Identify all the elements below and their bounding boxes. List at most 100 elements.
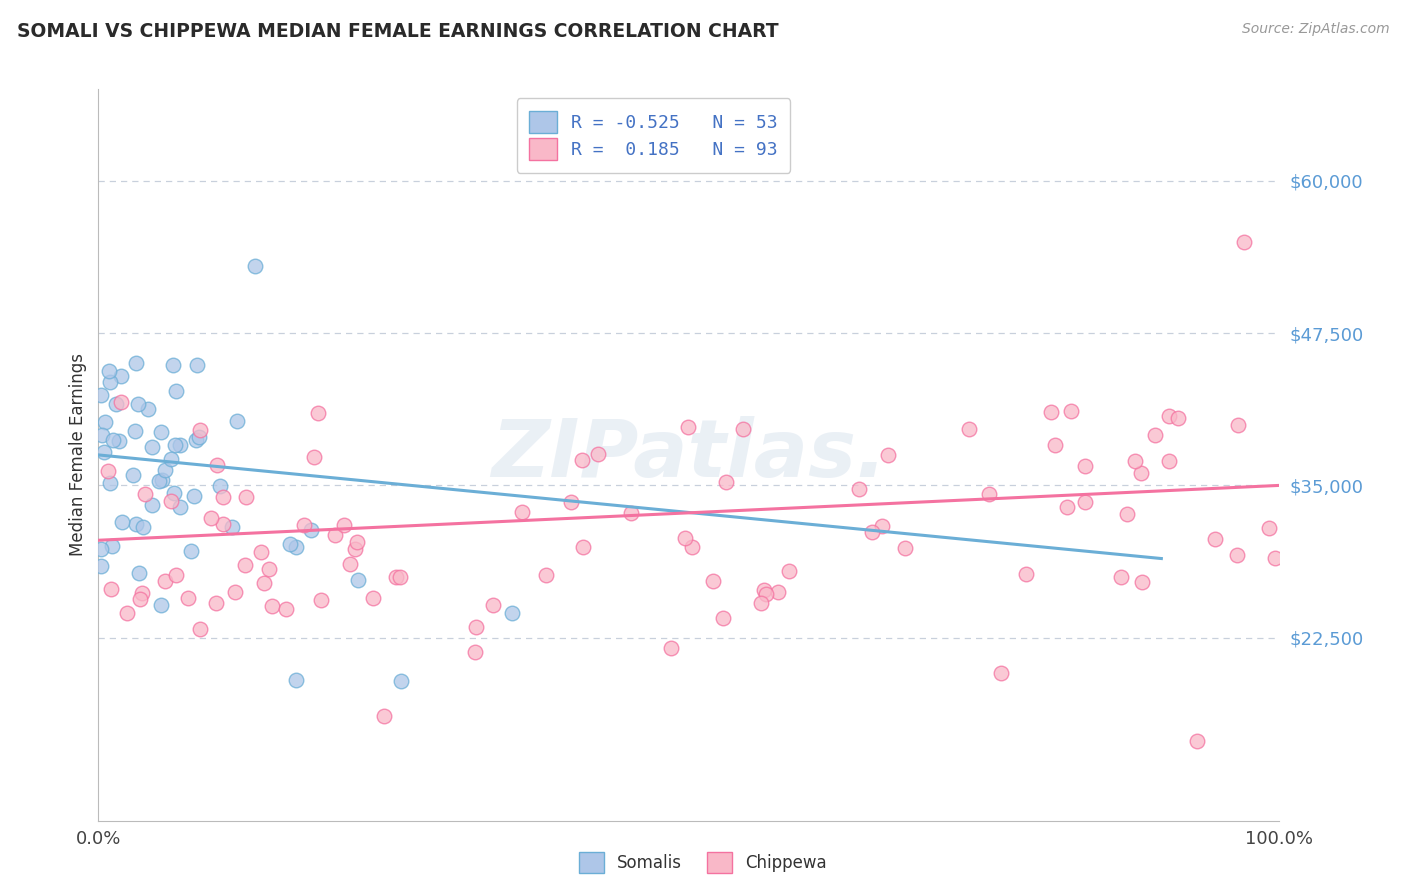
Point xyxy=(389,673,412,688)
Point xyxy=(344,542,367,557)
Point xyxy=(1074,495,1097,509)
Point xyxy=(620,506,643,520)
Point xyxy=(97,464,120,478)
Point xyxy=(534,567,557,582)
Point xyxy=(1258,521,1281,535)
Point xyxy=(749,596,772,610)
Point xyxy=(155,574,177,588)
Point xyxy=(346,535,368,549)
Point xyxy=(870,519,893,533)
Point xyxy=(733,422,755,436)
Point xyxy=(101,434,124,448)
Point xyxy=(276,602,298,616)
Point xyxy=(464,645,486,659)
Point xyxy=(977,487,1000,501)
Point xyxy=(848,482,870,496)
Point xyxy=(1204,533,1226,547)
Point xyxy=(1226,548,1249,562)
Point xyxy=(165,568,187,582)
Point xyxy=(94,415,117,429)
Point xyxy=(224,584,246,599)
Point xyxy=(134,487,156,501)
Point xyxy=(1043,438,1066,452)
Point xyxy=(212,490,235,504)
Point xyxy=(188,430,211,444)
Point xyxy=(481,598,503,612)
Y-axis label: Median Female Earnings: Median Female Earnings xyxy=(69,353,87,557)
Point xyxy=(235,490,257,504)
Point xyxy=(188,622,211,636)
Point xyxy=(299,523,322,537)
Point xyxy=(205,596,228,610)
Point xyxy=(676,420,699,434)
Point xyxy=(121,467,143,482)
Point xyxy=(100,375,122,389)
Point xyxy=(389,570,412,584)
Point xyxy=(160,452,183,467)
Point xyxy=(1060,404,1083,418)
Point xyxy=(136,402,159,417)
Point xyxy=(571,540,593,554)
Point xyxy=(361,591,384,606)
Point xyxy=(221,519,243,533)
Point xyxy=(148,474,170,488)
Point xyxy=(211,516,233,531)
Point xyxy=(165,384,187,398)
Point xyxy=(714,475,737,490)
Point xyxy=(177,591,200,605)
Point xyxy=(588,447,610,461)
Point xyxy=(259,562,281,576)
Point xyxy=(1233,235,1256,249)
Point xyxy=(101,539,124,553)
Point xyxy=(990,665,1012,680)
Text: SOMALI VS CHIPPEWA MEDIAN FEMALE EARNINGS CORRELATION CHART: SOMALI VS CHIPPEWA MEDIAN FEMALE EARNING… xyxy=(17,22,779,41)
Point xyxy=(108,434,131,448)
Point xyxy=(681,540,703,554)
Point xyxy=(124,424,146,438)
Legend: R = -0.525   N = 53, R =  0.185   N = 93: R = -0.525 N = 53, R = 0.185 N = 93 xyxy=(517,98,790,173)
Point xyxy=(183,489,205,503)
Point xyxy=(153,463,176,477)
Point xyxy=(90,428,112,442)
Point xyxy=(111,515,134,529)
Point xyxy=(233,558,256,572)
Point xyxy=(1143,427,1166,442)
Point xyxy=(373,709,395,723)
Point xyxy=(186,358,208,372)
Point xyxy=(860,525,883,540)
Point xyxy=(302,450,325,465)
Point xyxy=(1111,570,1133,584)
Point xyxy=(188,423,211,437)
Point xyxy=(98,364,121,378)
Point xyxy=(766,585,789,599)
Point xyxy=(711,611,734,625)
Point xyxy=(150,598,173,612)
Point xyxy=(127,397,149,411)
Point xyxy=(957,422,980,436)
Point xyxy=(1040,405,1063,419)
Text: ZIPatlas.: ZIPatlas. xyxy=(491,416,887,494)
Point xyxy=(131,520,153,534)
Point xyxy=(225,414,247,428)
Point xyxy=(243,259,266,273)
Point xyxy=(323,528,346,542)
Point xyxy=(284,673,307,687)
Point xyxy=(1167,410,1189,425)
Point xyxy=(98,475,121,490)
Point xyxy=(1123,454,1146,468)
Point xyxy=(755,587,778,601)
Point xyxy=(90,388,112,402)
Point xyxy=(90,559,112,574)
Point xyxy=(93,445,115,459)
Point xyxy=(571,453,593,467)
Point xyxy=(560,494,582,508)
Point xyxy=(1185,734,1208,748)
Point xyxy=(1130,575,1153,590)
Point xyxy=(180,543,202,558)
Point xyxy=(150,473,173,487)
Point xyxy=(128,566,150,580)
Point xyxy=(280,537,302,551)
Point xyxy=(162,358,184,372)
Point xyxy=(309,593,332,607)
Point xyxy=(149,425,172,440)
